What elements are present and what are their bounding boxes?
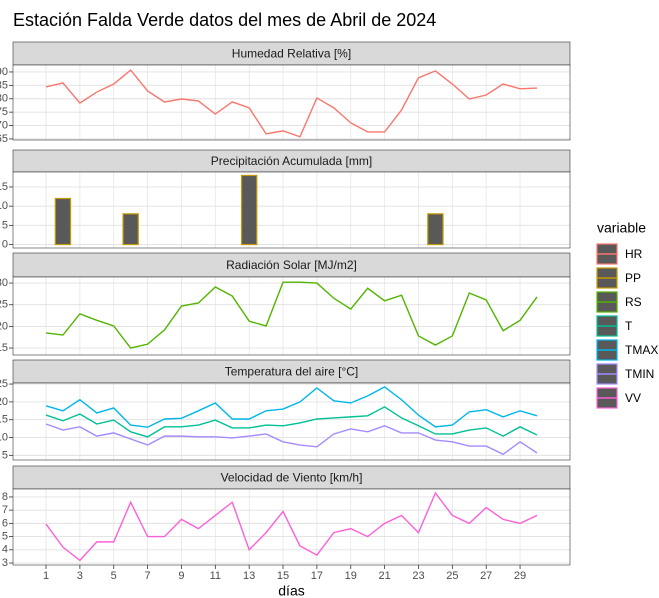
y-tick-label: 20 — [0, 396, 8, 408]
x-tick-label: 5 — [111, 570, 117, 582]
y-tick-label: 3 — [2, 557, 8, 569]
x-tick-label: 1 — [43, 570, 49, 582]
y-tick-label: 5 — [2, 449, 8, 461]
y-tick-label: 15 — [0, 181, 8, 193]
legend-label: TMAX — [625, 343, 658, 357]
y-tick-label: 6 — [2, 517, 8, 529]
strip-title: Velocidad de Viento [km/h] — [221, 471, 363, 485]
y-tick-label: 0 — [2, 238, 8, 250]
panel — [13, 489, 570, 565]
strip-title: Radiación Solar [MJ/m2] — [226, 258, 357, 272]
y-tick-label: 5 — [2, 530, 8, 542]
x-tick-label: 27 — [480, 570, 492, 582]
x-tick-label: 19 — [345, 570, 357, 582]
y-tick-label: 70 — [0, 119, 8, 131]
x-tick-label: 29 — [514, 570, 526, 582]
x-axis-label: días — [278, 583, 304, 598]
panel-border — [12, 276, 571, 356]
x-tick-label: 17 — [311, 570, 323, 582]
legend-label: T — [625, 319, 633, 333]
y-tick-label: 85 — [0, 79, 8, 91]
y-tick-label: 7 — [2, 504, 8, 516]
line — [45, 69, 538, 138]
legend-title: variable — [597, 220, 646, 236]
panel-border — [12, 382, 571, 461]
y-tick-label: 65 — [0, 133, 8, 145]
chart-title: Estación Falda Verde datos del mes de Ab… — [13, 10, 436, 30]
x-tick-label: 3 — [77, 570, 83, 582]
line — [45, 491, 538, 562]
bar — [240, 174, 258, 246]
strip-title: Temperatura del aire [°C] — [225, 365, 359, 379]
line — [45, 423, 538, 456]
y-tick-label: 15 — [0, 342, 8, 354]
x-tick-label: 25 — [446, 570, 458, 582]
panel-border — [12, 171, 571, 249]
legend-label: VV — [625, 391, 641, 405]
line — [45, 386, 538, 428]
bar — [427, 213, 444, 246]
y-tick-label: 75 — [0, 106, 8, 118]
bar — [54, 197, 72, 246]
y-tick-label: 8 — [2, 491, 8, 503]
x-tick-label: 11 — [210, 570, 221, 582]
x-tick-label: 23 — [412, 570, 424, 582]
legend-label: PP — [625, 271, 641, 285]
y-tick-label: 15 — [0, 414, 8, 426]
strip-title: Precipitación Acumulada [mm] — [211, 154, 372, 168]
bar — [122, 213, 139, 246]
y-tick-label: 30 — [0, 277, 8, 289]
panel — [13, 172, 570, 248]
x-tick-label: 13 — [243, 570, 255, 582]
strip — [12, 252, 571, 278]
y-tick-label: 25 — [0, 299, 8, 311]
y-tick-label: 80 — [0, 93, 8, 105]
y-tick-label: 20 — [0, 320, 8, 332]
y-tick-label: 25 — [0, 378, 8, 390]
x-tick-label: 9 — [178, 570, 184, 582]
panel — [13, 277, 570, 355]
strip-title: Humedad Relativa [%] — [232, 47, 351, 61]
legend-label: TMIN — [625, 367, 654, 381]
y-tick-label: 90 — [0, 66, 8, 78]
panel-border — [12, 488, 571, 566]
legend-label: HR — [625, 247, 643, 261]
x-tick-label: 7 — [145, 570, 151, 582]
line — [45, 406, 538, 438]
panel-border — [12, 64, 571, 141]
legend-label: RS — [625, 295, 642, 309]
y-tick-label: 10 — [0, 431, 8, 443]
x-tick-label: 15 — [277, 570, 289, 582]
y-tick-label: 4 — [2, 544, 8, 556]
y-tick-label: 5 — [2, 219, 8, 231]
y-tick-label: 10 — [0, 200, 8, 212]
line — [45, 281, 538, 349]
x-tick-label: 21 — [378, 570, 390, 582]
panel — [13, 65, 570, 140]
